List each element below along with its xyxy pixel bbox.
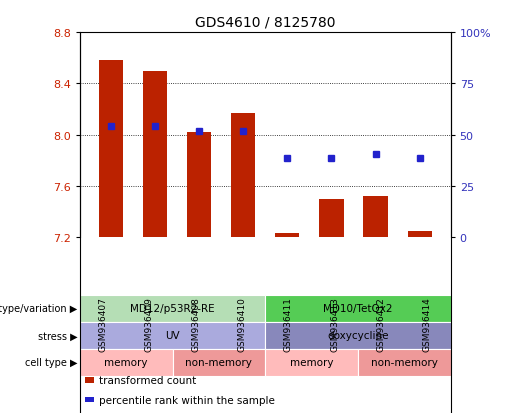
Bar bbox=[319, 199, 344, 237]
Bar bbox=[364, 197, 388, 237]
Text: GSM936409: GSM936409 bbox=[145, 297, 154, 351]
Bar bbox=[98, 61, 123, 237]
Bar bbox=[407, 231, 432, 237]
Text: GSM936413: GSM936413 bbox=[330, 297, 339, 351]
Bar bbox=[231, 114, 255, 237]
Text: transformed count: transformed count bbox=[99, 375, 197, 385]
Text: memory: memory bbox=[290, 357, 333, 368]
Text: MD12/p53R2-RE: MD12/p53R2-RE bbox=[130, 304, 215, 314]
Text: non-memory: non-memory bbox=[185, 357, 252, 368]
Text: GSM936414: GSM936414 bbox=[423, 297, 432, 351]
Text: non-memory: non-memory bbox=[371, 357, 438, 368]
Text: GSM936412: GSM936412 bbox=[376, 297, 386, 351]
Text: GSM936410: GSM936410 bbox=[237, 297, 247, 351]
Text: stress ▶: stress ▶ bbox=[38, 330, 77, 341]
Text: UV: UV bbox=[165, 330, 180, 341]
Title: GDS4610 / 8125780: GDS4610 / 8125780 bbox=[195, 15, 335, 29]
Text: GSM936411: GSM936411 bbox=[284, 297, 293, 351]
Text: memory: memory bbox=[105, 357, 148, 368]
Text: doxycycline: doxycycline bbox=[327, 330, 389, 341]
Text: GSM936408: GSM936408 bbox=[191, 297, 200, 351]
Text: genotype/variation ▶: genotype/variation ▶ bbox=[0, 304, 77, 314]
Text: percentile rank within the sample: percentile rank within the sample bbox=[99, 395, 276, 405]
Bar bbox=[275, 234, 299, 237]
Bar bbox=[187, 133, 211, 237]
Bar bbox=[143, 71, 167, 237]
Text: MD10/TetOx2: MD10/TetOx2 bbox=[323, 304, 392, 314]
Text: cell type ▶: cell type ▶ bbox=[25, 357, 77, 368]
Text: GSM936407: GSM936407 bbox=[98, 297, 108, 351]
